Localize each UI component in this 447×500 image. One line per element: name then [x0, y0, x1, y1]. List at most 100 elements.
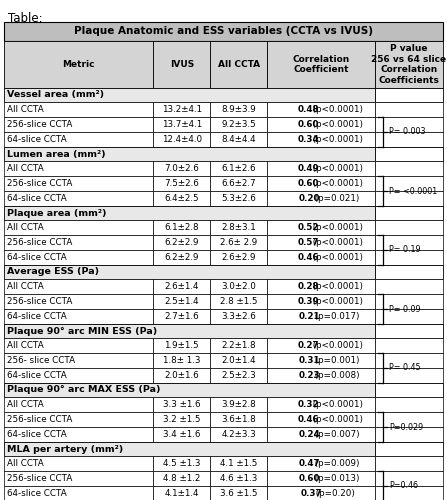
Text: 2.7±1.6: 2.7±1.6 — [164, 312, 199, 321]
Bar — [4, 220, 153, 235]
Bar — [267, 412, 375, 427]
Text: All CCTA: All CCTA — [7, 223, 44, 232]
Text: 64-slice CCTA: 64-slice CCTA — [7, 489, 67, 498]
Text: 13.2±4.1: 13.2±4.1 — [162, 105, 202, 114]
Bar — [4, 486, 153, 500]
Bar — [153, 191, 211, 206]
Bar — [375, 147, 443, 161]
Text: 0.34: 0.34 — [297, 135, 319, 144]
Bar — [4, 456, 153, 471]
Text: 0.49: 0.49 — [297, 164, 319, 173]
Text: 64-slice CCTA: 64-slice CCTA — [7, 430, 67, 439]
Text: 3.3 ±1.6: 3.3 ±1.6 — [163, 400, 201, 409]
Text: 3.0±2.0: 3.0±2.0 — [221, 282, 256, 291]
Bar — [211, 309, 267, 324]
Text: All CCTA: All CCTA — [7, 105, 44, 114]
Bar — [4, 176, 153, 191]
Text: (p=0.017): (p=0.017) — [312, 312, 359, 321]
Bar — [267, 486, 375, 500]
Bar — [4, 324, 375, 338]
Text: 2.0±1.4: 2.0±1.4 — [222, 356, 256, 365]
Bar — [4, 22, 443, 41]
Bar — [375, 191, 443, 206]
Text: 64-slice CCTA: 64-slice CCTA — [7, 312, 67, 321]
Text: 4.1±1.4: 4.1±1.4 — [164, 489, 199, 498]
Text: 6.6±2.7: 6.6±2.7 — [222, 179, 256, 188]
Text: (p<0.0001): (p<0.0001) — [310, 179, 363, 188]
Bar — [211, 294, 267, 309]
Bar — [211, 117, 267, 132]
Text: 3.2 ±1.5: 3.2 ±1.5 — [163, 415, 201, 424]
Text: 3.6 ±1.5: 3.6 ±1.5 — [220, 489, 257, 498]
Bar — [211, 176, 267, 191]
Bar — [267, 279, 375, 294]
Bar — [267, 471, 375, 486]
Text: (p=0.007): (p=0.007) — [312, 430, 359, 439]
Bar — [153, 486, 211, 500]
Bar — [267, 132, 375, 147]
Text: 256-slice CCTA: 256-slice CCTA — [7, 415, 72, 424]
Text: 256-slice CCTA: 256-slice CCTA — [7, 297, 72, 306]
Bar — [267, 191, 375, 206]
Bar — [267, 353, 375, 368]
Text: (p=0.021): (p=0.021) — [312, 194, 359, 203]
Bar — [211, 338, 267, 353]
Text: IVUS: IVUS — [170, 60, 194, 69]
Text: Plaque 90° arc MIN ESS (Pa): Plaque 90° arc MIN ESS (Pa) — [7, 326, 157, 336]
Text: All CCTA: All CCTA — [7, 164, 44, 173]
Bar — [375, 353, 443, 368]
Text: 1.8± 1.3: 1.8± 1.3 — [163, 356, 201, 365]
Text: 6.2±2.9: 6.2±2.9 — [164, 253, 199, 262]
Bar — [4, 191, 153, 206]
Text: MLA per artery (mm²): MLA per artery (mm²) — [7, 444, 123, 454]
Bar — [375, 397, 443, 412]
Bar — [211, 102, 267, 117]
Bar — [211, 456, 267, 471]
Text: 2.8 ±1.5: 2.8 ±1.5 — [220, 297, 257, 306]
Text: (p=0.001): (p=0.001) — [312, 356, 359, 365]
Bar — [153, 456, 211, 471]
Bar — [211, 161, 267, 176]
Text: Correlation
Coefficient: Correlation Coefficient — [292, 55, 350, 74]
Bar — [375, 368, 443, 383]
Text: Metric: Metric — [63, 60, 95, 69]
Bar — [211, 353, 267, 368]
Bar — [375, 427, 443, 442]
Text: Table:: Table: — [8, 12, 42, 25]
Bar — [267, 250, 375, 265]
Text: 2.6±1.4: 2.6±1.4 — [164, 282, 199, 291]
Text: 3.9±2.8: 3.9±2.8 — [222, 400, 256, 409]
Bar — [375, 41, 443, 88]
Text: (p=0.20): (p=0.20) — [313, 489, 355, 498]
Bar — [267, 368, 375, 383]
Text: All CCTA: All CCTA — [7, 282, 44, 291]
Bar — [375, 279, 443, 294]
Bar — [153, 41, 211, 88]
Bar — [4, 132, 153, 147]
Bar — [4, 117, 153, 132]
Bar — [267, 161, 375, 176]
Text: 256-slice CCTA: 256-slice CCTA — [7, 238, 72, 247]
Text: 0.60: 0.60 — [299, 474, 320, 483]
Text: 0.31: 0.31 — [299, 356, 320, 365]
Bar — [153, 353, 211, 368]
Text: P=0.46: P=0.46 — [389, 482, 418, 490]
Bar — [4, 412, 153, 427]
Text: All CCTA: All CCTA — [7, 459, 44, 468]
Bar — [267, 427, 375, 442]
Bar — [153, 412, 211, 427]
Text: 2.6± 2.9: 2.6± 2.9 — [220, 238, 257, 247]
Bar — [4, 88, 375, 102]
Text: Plaque 90° arc MAX ESS (Pa): Plaque 90° arc MAX ESS (Pa) — [7, 386, 160, 394]
Text: 0.60: 0.60 — [297, 120, 319, 129]
Bar — [375, 88, 443, 102]
Text: 5.3±2.6: 5.3±2.6 — [222, 194, 256, 203]
Text: P= 0.003: P= 0.003 — [389, 128, 426, 136]
Text: 2.5±2.3: 2.5±2.3 — [222, 371, 256, 380]
Text: 8.4±4.4: 8.4±4.4 — [222, 135, 256, 144]
Bar — [153, 294, 211, 309]
Text: 3.6±1.8: 3.6±1.8 — [222, 415, 256, 424]
Text: 2.5±1.4: 2.5±1.4 — [164, 297, 199, 306]
Bar — [211, 412, 267, 427]
Bar — [375, 383, 443, 397]
